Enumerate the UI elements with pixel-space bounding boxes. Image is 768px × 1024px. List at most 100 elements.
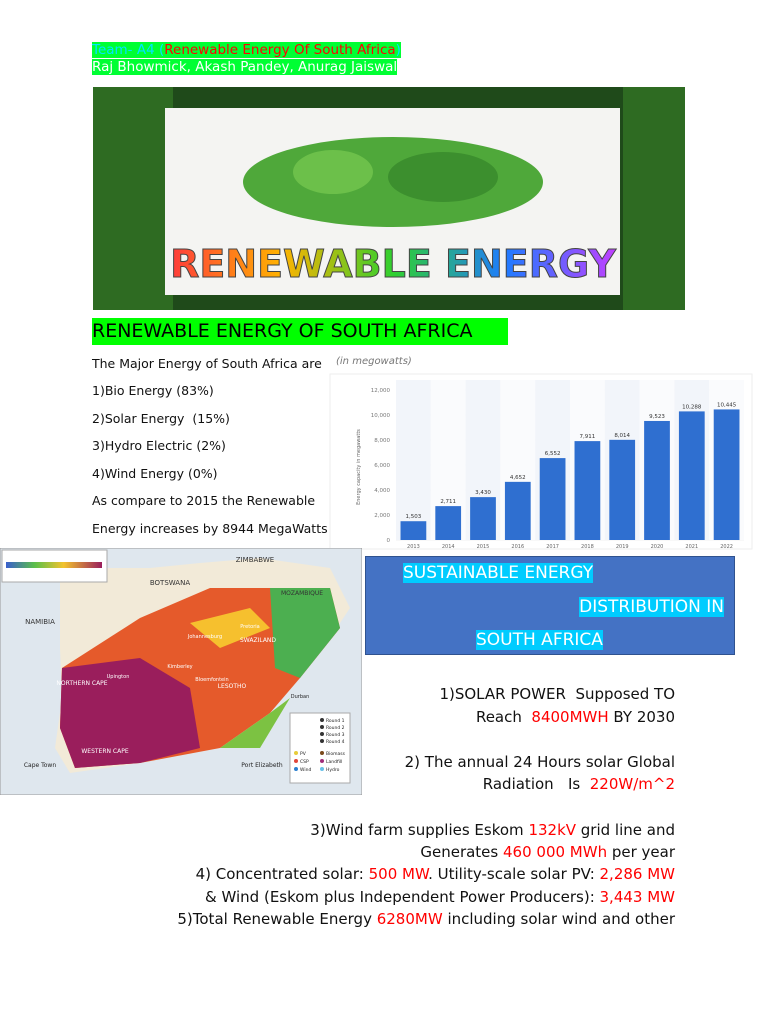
highlight-text: 3,443 MW — [599, 888, 675, 906]
box-line: SOUTH AFRICA — [476, 630, 603, 650]
y-tick-label: 4,000 — [374, 488, 390, 494]
point-line: Generates 460 000 MWh per year — [420, 843, 675, 861]
point-line: 3)Wind farm supplies Eskom 132kV grid li… — [310, 821, 675, 839]
bar — [470, 497, 496, 540]
highlight-text: 132kV — [528, 821, 577, 839]
x-tick-label: 2016 — [511, 544, 524, 550]
value-label: 1,503 — [406, 514, 422, 520]
box-line: DISTRIBUTION IN — [579, 597, 724, 617]
bar — [713, 409, 740, 540]
point-text: per year — [607, 843, 675, 861]
legend-dot — [320, 725, 324, 729]
map-legend: Round 2 — [326, 725, 345, 731]
bar — [678, 411, 705, 540]
band-shade — [396, 380, 431, 540]
summary-item: 3)Hydro Electric (2%) — [92, 438, 226, 453]
x-tick-label: 2021 — [685, 544, 698, 550]
highlight-text: 6280MW — [376, 910, 443, 928]
map-legend: Wind — [300, 767, 311, 773]
bar — [574, 441, 601, 540]
bar-chart: (in megowatts) Energy capacity in megawa… — [329, 356, 753, 550]
y-tick-label: 8,000 — [374, 438, 390, 444]
point-line: 5)Total Renewable Energy 6280MW includin… — [177, 910, 675, 928]
point-text: Generates — [420, 843, 503, 861]
x-tick-label: 2013 — [407, 544, 420, 550]
map-label: Port Elizabeth — [241, 762, 283, 769]
legend-dot — [294, 751, 298, 755]
authors-line: Raj Bhowmick, Akash Pandey, Anurag Jaisw… — [92, 59, 398, 75]
point-line: 1)SOLAR POWER Supposed TO — [439, 685, 675, 703]
map-label: Durban — [291, 694, 309, 700]
value-label: 10,288 — [682, 404, 702, 410]
x-tick-label: 2019 — [616, 544, 629, 550]
legend-dot — [320, 718, 324, 722]
legend-dot — [320, 739, 324, 743]
x-tick-label: 2020 — [651, 544, 664, 550]
summary-note: Energy increases by 8944 MegaWatts — [92, 520, 328, 536]
map-legend: Round 3 — [326, 732, 345, 738]
summary-note: As compare to 2015 the Renewable — [92, 493, 316, 508]
y-tick-label: 10,000 — [371, 413, 391, 419]
point-line: 2) The annual 24 Hours solar Global — [405, 753, 675, 771]
chart-subtitle: (in megowatts) — [336, 356, 412, 367]
summary-item: 4)Wind Energy (0%) — [92, 465, 218, 481]
highlight-text: 220W/m^2 — [589, 775, 675, 793]
value-label: 9,523 — [649, 414, 665, 420]
banner-title: RENEWABLE ENERGY — [170, 242, 616, 286]
y-tick-label: 12,000 — [371, 388, 391, 394]
point-text: Radiation Is — [482, 775, 590, 793]
map-legend: Biomass — [326, 751, 346, 757]
value-label: 3,430 — [475, 490, 491, 496]
map-legend: Round 1 — [326, 718, 345, 724]
y-tick-label: 2,000 — [374, 513, 390, 519]
banner: RENEWABLE ENERGY — [93, 87, 685, 310]
point-text: . Utility-scale solar PV: — [428, 865, 600, 883]
highlight-text: 460 000 MWh — [503, 843, 608, 861]
value-label: 4,652 — [510, 475, 526, 481]
point-text: 3)Wind farm supplies Eskom — [310, 821, 529, 839]
point-text: 5)Total Renewable Energy — [177, 910, 377, 928]
map-label: LESOTHO — [218, 683, 247, 690]
highlight-text: 8400MWH — [531, 708, 609, 726]
map-label: BOTSWANA — [150, 579, 190, 587]
point-text: 1)SOLAR POWER Supposed TO — [439, 685, 675, 703]
point-line: 4) Concentrated solar: 500 MW. Utility-s… — [196, 865, 675, 883]
y-tick-label: 0 — [387, 538, 391, 544]
point-text: BY 2030 — [608, 708, 675, 726]
value-label: 2,711 — [440, 499, 456, 505]
map-label: NORTHERN CAPE — [56, 680, 107, 687]
map-label: MOZAMBIQUE — [281, 590, 323, 597]
legend-dot — [294, 767, 298, 771]
box-line: SUSTAINABLE ENERGY — [403, 563, 594, 583]
point-text: including solar wind and other — [442, 910, 675, 928]
summary-intro: The Major Energy of South Africa are — [92, 356, 322, 371]
x-tick-label: 2015 — [477, 544, 490, 550]
map-legend: PV — [300, 751, 307, 757]
y-tick-label: 6,000 — [374, 463, 390, 469]
section-heading: RENEWABLE ENERGY OF SOUTH AFRICA — [92, 318, 508, 345]
bar — [504, 481, 531, 540]
legend-dot — [320, 767, 324, 771]
map-label: Johannesburg — [187, 634, 222, 640]
map: BOTSWANA ZIMBABWE MOZAMBIQUE NAMIBIA SWAZILA… — [0, 548, 362, 795]
highlight-text: 500 MW — [368, 865, 429, 883]
value-label: 7,911 — [580, 434, 596, 440]
highlight-text: 2,286 MW — [599, 865, 675, 883]
map-legend: Landfill — [326, 759, 342, 765]
map-legend: Round 4 — [326, 739, 345, 745]
map-legend: Hydro — [326, 767, 340, 773]
point-text: 4) Concentrated solar: — [195, 865, 369, 883]
x-tick-label: 2018 — [581, 544, 594, 550]
bar — [539, 458, 566, 540]
point-text: 2) The annual 24 Hours solar Global — [404, 753, 675, 771]
value-label: 8,014 — [614, 433, 630, 439]
authors: Raj Bhowmick, Akash Pandey, Anurag Jaisw… — [92, 59, 398, 75]
legend-dot — [294, 759, 298, 763]
value-label: 6,552 — [545, 451, 561, 457]
team-suffix: ) — [395, 42, 401, 58]
team-line: Team- A4 (Renewable Energy Of South Afri… — [92, 42, 401, 58]
map-label: ZIMBABWE — [236, 556, 274, 564]
point-line: Radiation Is 220W/m^2 — [483, 775, 675, 793]
map-label: Kimberley — [167, 664, 192, 670]
bar — [435, 506, 462, 540]
